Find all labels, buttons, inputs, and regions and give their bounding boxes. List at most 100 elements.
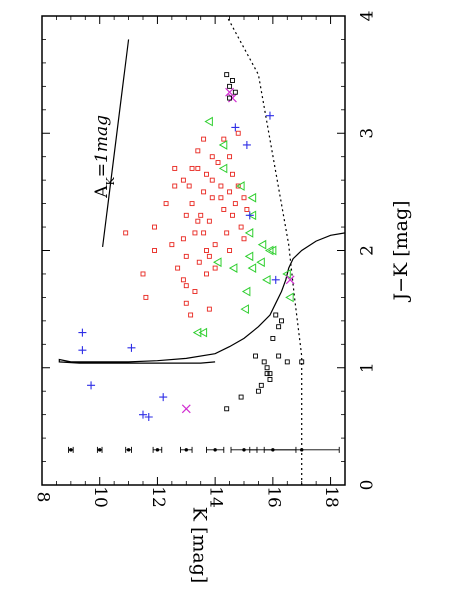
point-square-open-0-36 — [218, 183, 224, 189]
curve-dotted-1 — [226, 15, 303, 485]
point-square-open-4-5 — [273, 312, 279, 318]
k-tick-label-1: 10 — [90, 486, 110, 508]
point-square-open-0-6 — [163, 201, 169, 207]
point-square-open-0-40 — [212, 265, 218, 271]
point-square-open-0-5 — [172, 165, 178, 171]
point-square-open-0-33 — [206, 218, 212, 224]
jk-tick-label-4: 4 — [358, 11, 378, 22]
point-triangle-left-open-1-19 — [256, 257, 265, 268]
point-triangle-left-open-1-11 — [228, 263, 238, 273]
point-square-open-0-13 — [186, 183, 192, 189]
y-axis-label: K [mag] — [189, 507, 211, 584]
point-square-open-0-0 — [123, 230, 129, 236]
point-triangle-left-open-1-7 — [267, 245, 277, 256]
point-square-open-0-3 — [140, 271, 146, 277]
k-tick-label-0: 8 — [33, 492, 53, 503]
point-x-3-2 — [285, 275, 295, 285]
reddening-annotation: AK=1mag — [92, 115, 117, 199]
point-square-open-0-58 — [192, 289, 198, 294]
point-square-open-0-2 — [152, 248, 157, 253]
point-square-open-4-6 — [279, 318, 284, 324]
point-triangle-left-open-1-0 — [204, 116, 213, 127]
point-triangle-left-open-1-3 — [236, 181, 245, 191]
point-triangle-left-open-1-17 — [198, 327, 208, 338]
reddening-vector — [102, 39, 130, 248]
point-square-open-0-59 — [180, 177, 186, 183]
point-square-open-4-18 — [238, 394, 244, 400]
point-square-open-0-50 — [241, 195, 247, 201]
point-square-open-0-17 — [183, 253, 189, 259]
point-square-open-4-7 — [276, 324, 282, 330]
point-square-open-4-21 — [267, 371, 273, 377]
point-plus-2-11 — [144, 412, 153, 421]
point-triangle-left-open-1-16 — [192, 327, 202, 338]
point-square-open-0-19 — [183, 300, 189, 306]
point-square-open-4-19 — [224, 406, 230, 412]
point-plus-2-10 — [139, 410, 147, 419]
point-plus-2-5 — [78, 328, 87, 337]
point-errorbar-5-2-dot — [126, 448, 131, 452]
point-square-open-4-20 — [276, 353, 282, 359]
point-plus-2-8 — [87, 381, 96, 390]
point-square-open-0-21 — [195, 148, 201, 154]
point-triangle-left-open-1-1 — [218, 140, 228, 150]
point-plus-2-2 — [242, 140, 251, 149]
point-square-open-0-26 — [201, 230, 207, 236]
point-square-open-0-43 — [221, 136, 227, 142]
point-square-open-0-12 — [183, 212, 189, 218]
point-plus-2-1 — [231, 123, 240, 132]
point-plus-2-9 — [159, 393, 168, 402]
point-triangle-left-open-1-4 — [247, 192, 257, 203]
point-square-open-4-10 — [261, 359, 267, 365]
point-square-open-0-42 — [230, 171, 235, 177]
point-triangle-left-open-1-6 — [244, 228, 254, 238]
point-x-3-0 — [228, 93, 237, 103]
point-square-open-0-49 — [244, 207, 250, 212]
jk-tick-label-1: 1 — [358, 362, 378, 373]
point-square-open-0-39 — [227, 248, 233, 253]
x-axis-label: J−K [mag] — [390, 200, 412, 302]
point-square-open-0-24 — [201, 189, 207, 195]
point-square-open-0-53 — [235, 130, 241, 136]
point-square-open-0-54 — [195, 218, 201, 224]
point-square-open-0-8 — [169, 242, 175, 248]
point-square-open-0-10 — [175, 265, 181, 271]
plot-frame — [41, 15, 346, 486]
point-square-open-0-52 — [227, 154, 233, 160]
point-errorbar-5-1-dot — [98, 448, 102, 452]
point-square-open-4-13 — [267, 377, 273, 382]
reddening-label: AK=1mag — [92, 115, 117, 199]
reddening-label-main: A — [92, 185, 112, 199]
axis-ticks — [41, 15, 346, 486]
point-square-open-0-32 — [209, 195, 215, 201]
k-tick-label-2: 12 — [148, 486, 168, 508]
point-errorbar-5-5-dot — [213, 448, 217, 452]
point-square-open-0-41 — [227, 189, 233, 195]
point-square-open-0-14 — [195, 165, 201, 171]
point-square-open-4-0 — [224, 72, 230, 78]
point-square-open-0-34 — [212, 242, 218, 248]
point-square-open-0-31 — [209, 177, 215, 183]
reddening-label-sub: K — [103, 176, 116, 185]
point-square-open-0-56 — [189, 165, 195, 171]
point-square-open-0-35 — [206, 253, 212, 259]
point-square-open-0-29 — [204, 271, 209, 277]
point-triangle-left-open-1-18 — [262, 274, 271, 285]
point-errorbar-5-0-dot — [69, 448, 73, 452]
point-square-open-4-15 — [255, 388, 261, 394]
point-square-open-4-14 — [258, 382, 264, 388]
point-square-open-4-3 — [232, 89, 238, 95]
jk-tick-label-2: 2 — [358, 245, 378, 256]
point-square-open-0-27 — [204, 248, 209, 253]
point-errorbar-5-4-dot — [184, 448, 188, 452]
jk-tick-label-3: 3 — [358, 128, 378, 139]
point-square-open-4-9 — [253, 353, 258, 359]
point-triangle-left-open-1-5 — [247, 210, 257, 221]
reddening-label-tail: =1mag — [92, 115, 112, 177]
jk-tick-label-0: 0 — [358, 480, 378, 491]
point-square-open-4-4 — [227, 95, 233, 101]
curve-solid-0 — [58, 232, 346, 364]
point-triangle-left-open-1-15 — [240, 304, 249, 314]
